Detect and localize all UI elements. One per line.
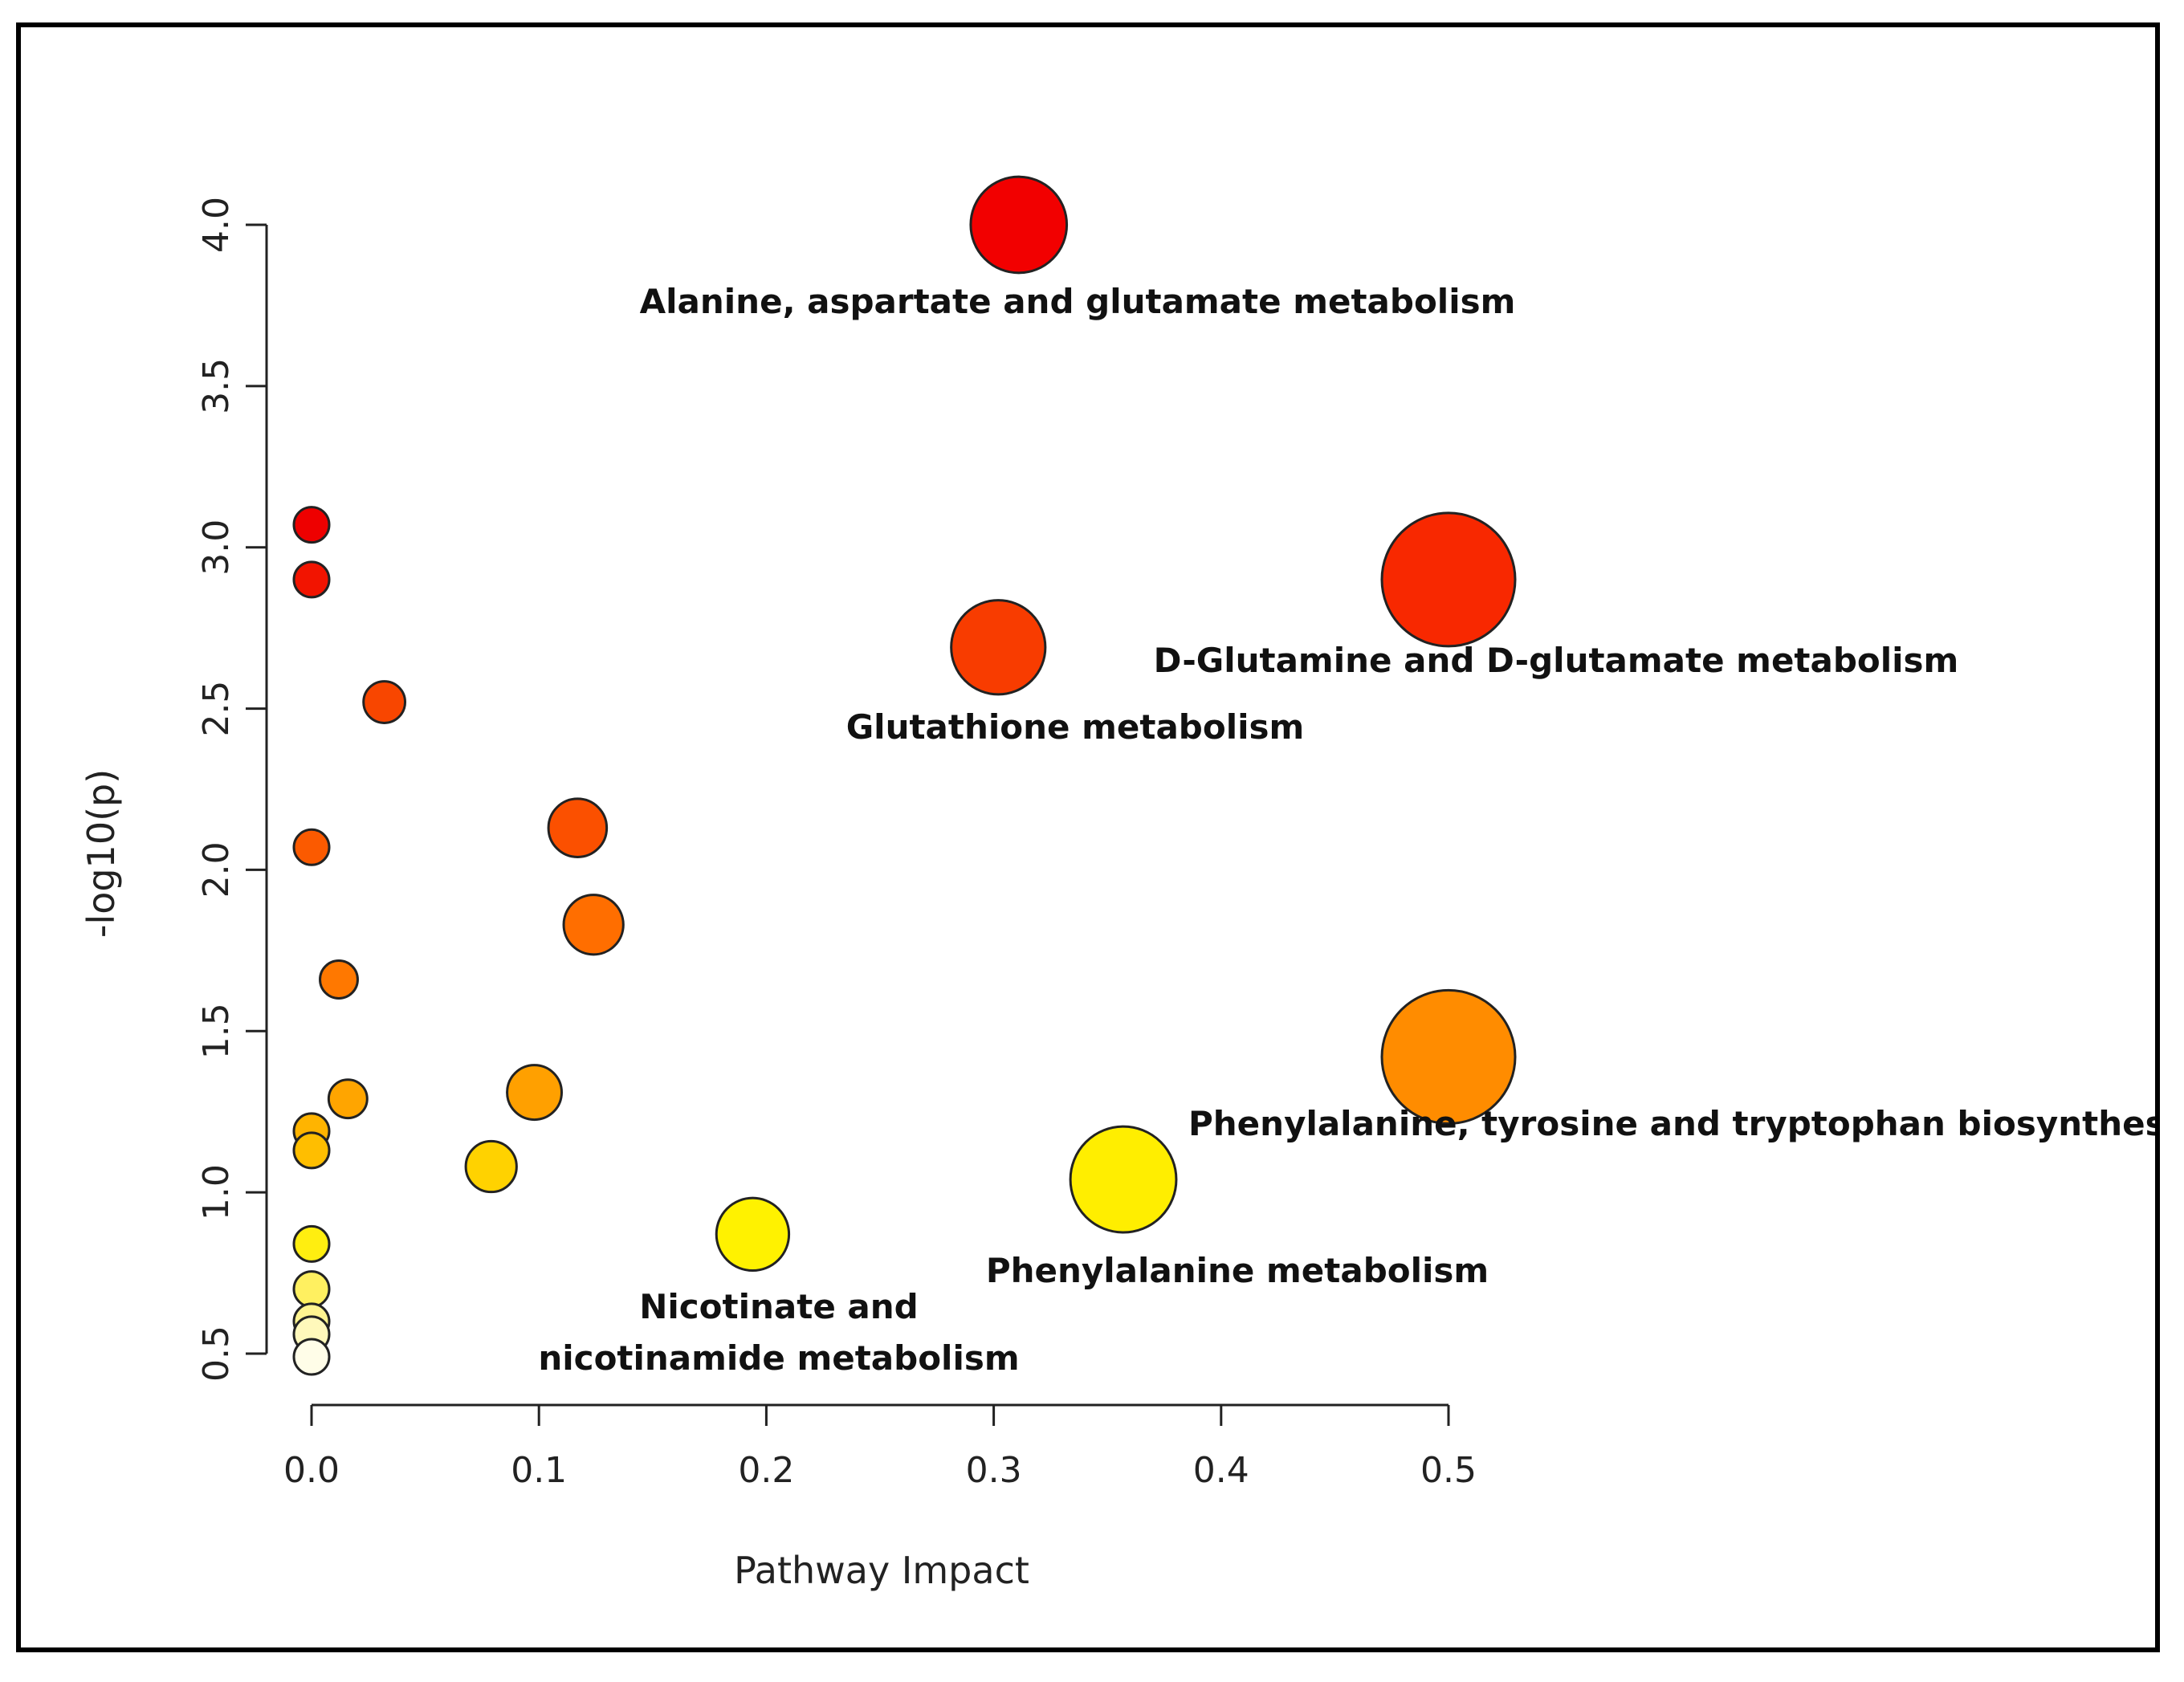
point-annotation: Phenylalanine, tyrosine and tryptophan b… xyxy=(1188,1104,2155,1143)
y-tick-label: 0.5 xyxy=(196,1326,237,1382)
data-point xyxy=(1380,511,1517,648)
x-tick-label: 0.5 xyxy=(1420,1450,1477,1491)
data-point xyxy=(292,1270,331,1309)
data-point xyxy=(362,680,407,724)
data-point xyxy=(464,1139,518,1194)
x-tick-label: 0.1 xyxy=(511,1450,567,1491)
point-annotation: D-Glutamine and D-glutamate metabolism xyxy=(1154,641,1959,680)
point-annotation: Phenylalanine metabolism xyxy=(986,1251,1489,1290)
data-point xyxy=(292,560,331,599)
y-tick-label: 1.0 xyxy=(196,1164,237,1220)
data-point xyxy=(292,1224,331,1263)
figure-frame: 0.5 1.0 1.5 2.0 2.5 3.0 3.5 4.0 0.0 0.1 0.2 0.3 0.4 0… xyxy=(16,22,2160,1652)
x-tick-label: 0.0 xyxy=(283,1450,340,1491)
data-point xyxy=(715,1196,791,1273)
annotations: Alanine, aspartate and glutamate metabol… xyxy=(538,282,2155,1378)
x-tick-label: 0.2 xyxy=(738,1450,794,1491)
y-tick-label: 2.0 xyxy=(196,841,237,898)
y-tick-label: 2.5 xyxy=(196,681,237,737)
x-tick-label: 0.3 xyxy=(966,1450,1022,1491)
data-point xyxy=(319,959,359,1000)
data-point xyxy=(950,599,1047,696)
y-tick-label: 3.0 xyxy=(196,519,237,576)
y-tick-label: 3.5 xyxy=(196,358,237,414)
y-axis-title: -log10(p) xyxy=(79,769,123,938)
data-point xyxy=(292,828,331,866)
x-axis-title: Pathway Impact xyxy=(734,1549,1029,1592)
data-point xyxy=(969,175,1069,275)
axes: 0.5 1.0 1.5 2.0 2.5 3.0 3.5 4.0 0.0 0.1 0.2 0.3 0.4 0… xyxy=(196,197,1477,1491)
data-point xyxy=(292,506,331,544)
y-tick-label: 1.5 xyxy=(196,1003,237,1059)
data-point xyxy=(327,1078,369,1120)
point-annotation: Glutathione metabolism xyxy=(846,707,1305,747)
data-point xyxy=(547,797,609,858)
point-annotation: Alanine, aspartate and glutamate metabol… xyxy=(640,282,1516,321)
data-point xyxy=(292,1131,331,1170)
data-point xyxy=(292,1338,331,1376)
bubble-chart: 0.5 1.0 1.5 2.0 2.5 3.0 3.5 4.0 0.0 0.1 0.2 0.3 0.4 0… xyxy=(79,175,2155,1592)
data-point xyxy=(1380,988,1517,1125)
data-point xyxy=(506,1064,563,1122)
point-annotation: Nicotinate and nicotinamide metabolism xyxy=(538,1287,1019,1378)
data-point xyxy=(1069,1125,1178,1234)
x-tick-label: 0.4 xyxy=(1193,1450,1249,1491)
data-points xyxy=(292,175,1517,1376)
data-point xyxy=(562,894,625,956)
y-tick-label: 4.0 xyxy=(196,197,237,253)
